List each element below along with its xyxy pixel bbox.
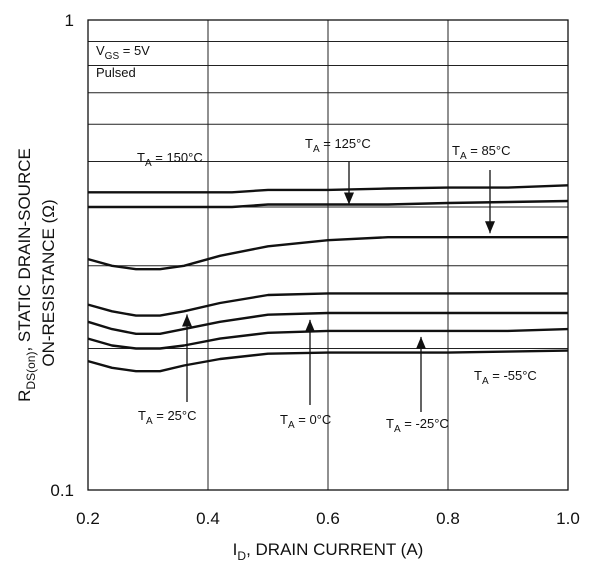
series-annotation: TA = 150°C	[137, 150, 203, 169]
series-annotation: TA = 85°C	[452, 143, 511, 162]
annotation-arrowhead	[485, 221, 495, 234]
series-line	[88, 199, 569, 209]
series-annotation: TA = 125°C	[305, 136, 371, 155]
ticks: 0.2 0.4 0.6 0.8 1.0 0.1 1	[50, 11, 579, 528]
series-annotation: TA = -55°C	[474, 368, 537, 387]
series-annotation: TA = -25°C	[386, 416, 449, 435]
series-annotation: TA = 0°C	[280, 412, 331, 431]
annotation-arrowhead	[305, 319, 315, 332]
plot-frame	[87, 19, 569, 491]
vgs-condition: VGS = 5V	[96, 43, 150, 62]
series-line	[87, 311, 568, 335]
y-tick-label: 0.1	[50, 481, 74, 500]
x-tick-label: 1.0	[556, 509, 580, 528]
annotation-arrowhead	[182, 314, 192, 327]
pulsed-condition: Pulsed	[96, 65, 136, 80]
y-axis-title-line2: ON-RESISTANCE (Ω)	[39, 199, 58, 366]
x-axis-title: ID, DRAIN CURRENT (A)	[233, 540, 424, 563]
annotation-arrowhead	[416, 336, 426, 349]
x-tick-label: 0.8	[436, 509, 460, 528]
series-annotation: TA = 25°C	[138, 408, 197, 427]
curves	[87, 184, 569, 373]
y-axis-title-line1: RDS(on), STATIC DRAIN-SOURCE	[15, 148, 38, 402]
annotation-arrowhead	[344, 192, 354, 205]
x-tick-label: 0.2	[76, 509, 100, 528]
x-tick-label: 0.4	[196, 509, 220, 528]
series-line	[87, 327, 569, 350]
series-line	[87, 349, 569, 373]
x-tick-label: 0.6	[316, 509, 340, 528]
y-tick-label: 1	[65, 11, 74, 30]
series-line	[87, 235, 568, 271]
series-line	[88, 184, 569, 194]
annotations: TA = 150°C TA = 125°C TA = 85°C TA = 25°C TA…	[137, 136, 537, 435]
series-line	[87, 292, 568, 317]
